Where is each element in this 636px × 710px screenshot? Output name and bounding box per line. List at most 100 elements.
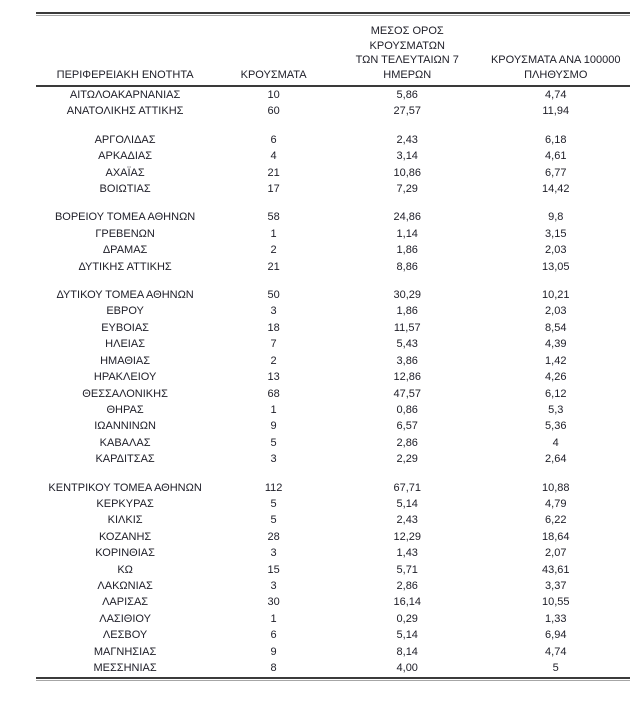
table-row: ΒΟΙΩΤΙΑΣ 17 7,29 14,42 <box>36 181 630 197</box>
table-row: ΛΑΡΙΣΑΣ 30 16,14 10,55 <box>36 594 630 610</box>
cell-region: ΛΑΡΙΣΑΣ <box>102 596 149 609</box>
cell-region: ΒΟΡΕΙΟΥ ΤΟΜΕΑ ΑΘΗΝΩΝ <box>54 211 196 224</box>
cell-cases: 3 <box>270 305 277 318</box>
cell-region: ΚΕΡΚΥΡΑΣ <box>96 497 154 510</box>
regional-cases-table: ΠΕΡΙΦΕΡΕΙΑΚΗ ΕΝΟΤΗΤΑ ΚΡΟΥΣΜΑΤΑ ΜΕΣΟΣ ΟΡΟ… <box>36 16 630 676</box>
table-row: ΑΡΚΑΔΙΑΣ 4 3,14 4,61 <box>36 148 630 164</box>
cell-per100k: 10,21 <box>541 289 570 302</box>
table-row: ΚΕΝΤΡΙΚΟΥ ΤΟΜΕΑ ΑΘΗΝΩΝ 112 67,71 10,88 <box>36 480 630 496</box>
cell-cases: 3 <box>270 453 277 466</box>
cell-region: ΚΩ <box>117 563 133 576</box>
cell-region: ΔΥΤΙΚΗΣ ΑΤΤΙΚΗΣ <box>78 260 172 273</box>
cell-region: ΒΟΙΩΤΙΑΣ <box>99 183 151 196</box>
group-spacer-row <box>36 468 630 480</box>
top-rule-dark-line <box>36 12 630 14</box>
cell-cases: 2 <box>270 244 277 257</box>
cell-avg7: 67,71 <box>393 481 421 494</box>
cell-per100k: 4,39 <box>545 338 567 351</box>
cell-region: ΘΕΣΣΑΛΟΝΙΚΗΣ <box>82 387 168 400</box>
table-row: ΕΥΒΟΙΑΣ 18 11,57 8,54 <box>36 320 630 336</box>
header-per100k-line2: ΠΛΗΘΥΣΜΟ <box>524 68 588 81</box>
cell-cases: 6 <box>270 133 277 146</box>
cell-avg7: 5,43 <box>396 338 418 351</box>
cell-cases: 58 <box>267 211 280 224</box>
group-spacer-row <box>36 120 630 132</box>
cell-avg7: 2,29 <box>396 453 418 466</box>
cell-region: ΑΝΑΤΟΛΙΚΗΣ ΑΤΤΙΚΗΣ <box>66 105 184 118</box>
cell-region: ΔΥΤΙΚΟΥ ΤΟΜΕΑ ΑΘΗΝΩΝ <box>56 289 194 302</box>
cell-cases: 2 <box>270 354 277 367</box>
cell-avg7: 5,86 <box>396 89 418 101</box>
cell-per100k: 2,03 <box>545 244 567 257</box>
table-row: ΓΡΕΒΕΝΩΝ 1 1,14 3,15 <box>36 226 630 242</box>
cell-cases: 21 <box>267 166 280 179</box>
cell-avg7: 3,14 <box>396 150 418 163</box>
cell-cases: 68 <box>267 387 280 400</box>
table-row: ΚΟΖΑΝΗΣ 28 12,29 18,64 <box>36 529 630 545</box>
cell-avg7: 1,86 <box>396 244 418 257</box>
table-row: ΒΟΡΕΙΟΥ ΤΟΜΕΑ ΑΘΗΝΩΝ 58 24,86 9,8 <box>36 209 630 225</box>
cell-cases: 1 <box>270 227 277 240</box>
cell-per100k: 5,36 <box>545 420 567 433</box>
cell-per100k: 5 <box>552 662 559 674</box>
cell-region: ΙΩΑΝΝΙΝΩΝ <box>94 420 156 433</box>
table-row: ΜΑΓΝΗΣΙΑΣ 9 8,14 4,74 <box>36 644 630 660</box>
cell-cases: 13 <box>267 371 280 384</box>
table-row: ΗΡΑΚΛΕΙΟΥ 13 12,86 4,26 <box>36 369 630 385</box>
cell-cases: 1 <box>270 612 277 625</box>
cell-avg7: 24,86 <box>393 211 421 224</box>
cell-avg7: 1,86 <box>396 305 418 318</box>
cell-avg7: 7,29 <box>396 183 418 196</box>
cell-cases: 5 <box>270 436 277 449</box>
cell-cases: 6 <box>270 629 277 642</box>
cell-avg7: 2,86 <box>396 436 418 449</box>
table-row: ΑΙΤΩΛΟΑΚΑΡΝΑΝΙΑΣ 10 5,86 4,74 <box>36 86 630 103</box>
cell-cases: 30 <box>267 596 280 609</box>
table-row: ΔΥΤΙΚΗΣ ΑΤΤΙΚΗΣ 21 8,86 13,05 <box>36 259 630 275</box>
table-row: ΜΕΣΣΗΝΙΑΣ 8 4,00 5 <box>36 660 630 676</box>
cell-avg7: 1,43 <box>396 547 418 560</box>
cell-region: ΚΟΡΙΝΘΙΑΣ <box>95 547 155 560</box>
cell-avg7: 0,86 <box>396 403 418 416</box>
cell-avg7: 11,57 <box>393 321 421 334</box>
cell-cases: 3 <box>270 579 277 592</box>
cell-per100k: 2,03 <box>545 305 567 318</box>
cell-per100k: 11,94 <box>542 105 570 118</box>
table-row: ΑΧΑΪΑΣ 21 10,86 6,77 <box>36 165 630 181</box>
table-row: ΛΑΣΙΘΙΟΥ 1 0,29 1,33 <box>36 611 630 627</box>
cell-cases: 18 <box>267 321 280 334</box>
cell-per100k: 4,79 <box>545 497 567 510</box>
table-body: ΑΙΤΩΛΟΑΚΑΡΝΑΝΙΑΣ 10 5,86 4,74 ΑΝΑΤΟΛΙΚΗΣ ΑΤΤ… <box>36 86 630 676</box>
cell-per100k: 2,64 <box>545 453 567 466</box>
cell-avg7: 2,43 <box>396 514 418 527</box>
cell-cases: 8 <box>270 662 277 674</box>
cell-region: ΑΡΓΟΛΙΔΑΣ <box>94 133 156 146</box>
cell-per100k: 13,05 <box>541 260 570 273</box>
cell-avg7: 5,14 <box>396 497 418 510</box>
header-avg7: ΜΕΣΟΣ ΟΡΟΣ ΚΡΟΥΣΜΑΤΩΝ ΤΩΝ ΤΕΛΕΥΤΑΙΩΝ 7 Η… <box>332 16 482 87</box>
cell-avg7: 3,86 <box>396 354 418 367</box>
report-page: ΠΕΡΙΦΕΡΕΙΑΚΗ ΕΝΟΤΗΤΑ ΚΡΟΥΣΜΑΤΑ ΜΕΣΟΣ ΟΡΟ… <box>36 12 630 682</box>
table-row: ΗΜΑΘΙΑΣ 2 3,86 1,42 <box>36 353 630 369</box>
table-top-rule <box>36 12 630 16</box>
bottom-rule-light-line <box>36 680 630 682</box>
table-row: ΚΩ 15 5,71 43,61 <box>36 562 630 578</box>
cell-region: ΕΥΒΟΙΑΣ <box>101 321 149 334</box>
cell-avg7: 5,14 <box>396 629 418 642</box>
table-row: ΛΑΚΩΝΙΑΣ 3 2,86 3,37 <box>36 578 630 594</box>
cell-per100k: 14,42 <box>541 183 570 196</box>
top-rule-light-line <box>36 15 630 16</box>
table-bottom-rule <box>36 677 630 682</box>
header-row: ΠΕΡΙΦΕΡΕΙΑΚΗ ΕΝΟΤΗΤΑ ΚΡΟΥΣΜΑΤΑ ΜΕΣΟΣ ΟΡΟ… <box>36 16 630 87</box>
cell-avg7: 5,71 <box>396 563 418 576</box>
group-spacer-row <box>36 275 630 287</box>
cell-region: ΚΟΖΑΝΗΣ <box>98 530 152 543</box>
cell-region: ΜΑΓΝΗΣΙΑΣ <box>93 645 157 658</box>
cell-cases: 9 <box>270 420 277 433</box>
cell-per100k: 1,42 <box>545 354 567 367</box>
table-row: ΕΒΡΟΥ 3 1,86 2,03 <box>36 303 630 319</box>
cell-avg7: 6,57 <box>396 420 418 433</box>
cell-per100k: 4,61 <box>545 150 567 163</box>
cell-region: ΛΑΣΙΘΙΟΥ <box>99 612 151 625</box>
cell-region: ΛΑΚΩΝΙΑΣ <box>97 579 153 592</box>
